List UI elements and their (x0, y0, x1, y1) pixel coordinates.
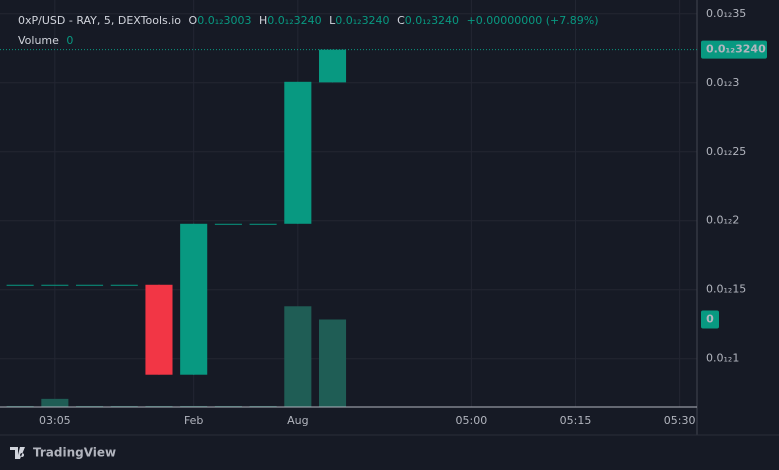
volume-bar (145, 405, 173, 407)
volume-bar (318, 319, 347, 407)
y-tick-label: 0.0₁₂3 (706, 76, 739, 89)
candle-body (6, 284, 34, 286)
brand-logo (10, 447, 25, 459)
change: +0.00000000 (+7.89%) (467, 14, 599, 27)
volume-bar (284, 306, 312, 407)
volume-bar (214, 405, 242, 407)
volume-bar (110, 405, 138, 407)
low-label: L (329, 14, 336, 27)
high-label: H (259, 14, 267, 27)
candle-body (249, 223, 277, 225)
candle-body (214, 223, 242, 225)
volume-bar (6, 405, 34, 407)
y-tick-label: 0.0₁₂1 (706, 352, 739, 365)
volume-bar (249, 405, 277, 407)
volume-badge (701, 310, 719, 329)
volume-bar (41, 398, 69, 407)
close-value: 0.0₁₂3240 (405, 14, 459, 27)
candle-body (110, 284, 138, 286)
y-tick-label: 0.0₁₂2 (706, 214, 739, 227)
volume-value: 0 (66, 34, 73, 47)
candle-body (41, 284, 69, 286)
x-tick-label: 05:15 (560, 414, 592, 427)
volume-legend: Volume 0 (18, 34, 73, 47)
x-tick-label: 05:00 (456, 414, 488, 427)
close-label: C (397, 14, 405, 27)
low-value: 0.0₁₂3240 (335, 14, 389, 27)
y-tick-label: 0.0₁₂35 (706, 7, 746, 20)
last-price-badge (701, 40, 767, 59)
candle-body (145, 284, 173, 375)
volume-bar (76, 405, 104, 407)
legend: 0xP/USD - RAY, 5, DEXTools.io O0.0₁₂3003… (18, 14, 599, 27)
brand: TradingView (10, 446, 116, 460)
last-price-label: 0.0₁₂3240 (706, 43, 766, 56)
plot-area (0, 0, 697, 407)
x-tick-label: Aug (287, 414, 308, 427)
candle-body (76, 284, 104, 286)
candle-body (284, 81, 312, 224)
open-label: O (189, 14, 198, 27)
volume-badge-label: 0 (706, 312, 714, 325)
high-value: 0.0₁₂3240 (267, 14, 321, 27)
candle-body (180, 223, 208, 375)
y-tick-label: 0.0₁₂25 (706, 145, 746, 158)
open-value: 0.0₁₂3003 (197, 14, 251, 27)
candle-body (318, 49, 347, 83)
x-tick-label: 03:05 (39, 414, 71, 427)
symbol: 0xP/USD - RAY, 5, DEXTools.io (18, 14, 181, 27)
volume-bar (180, 405, 208, 407)
x-tick-label: Feb (184, 414, 203, 427)
y-tick-label: 0.0₁₂15 (706, 283, 746, 296)
volume-label: Volume (18, 34, 59, 47)
x-tick-label: 05:30 (664, 414, 696, 427)
brand-name: TradingView (33, 446, 116, 460)
